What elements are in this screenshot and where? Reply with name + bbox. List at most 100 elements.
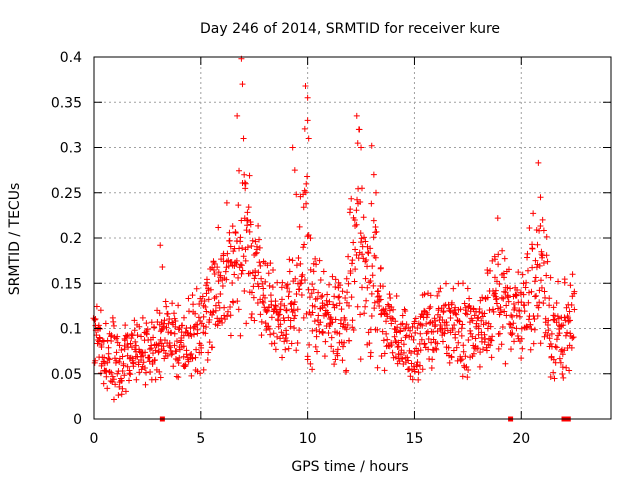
data-point	[106, 368, 113, 375]
data-point	[272, 303, 279, 310]
data-point	[314, 295, 321, 302]
x-tick-label: 0	[90, 431, 99, 447]
data-point	[150, 323, 157, 330]
data-point	[520, 280, 527, 287]
data-point	[249, 237, 256, 244]
data-point	[518, 335, 525, 342]
data-point	[290, 307, 297, 314]
data-point	[293, 290, 300, 297]
data-point	[381, 367, 388, 374]
data-point	[121, 372, 128, 379]
data-point	[379, 328, 386, 335]
data-point	[175, 359, 182, 366]
data-point	[363, 256, 370, 263]
data-point	[352, 223, 359, 230]
y-tick-label: 0.4	[60, 50, 82, 66]
data-point	[304, 353, 311, 360]
data-point	[301, 125, 308, 132]
data-point	[331, 293, 338, 300]
data-point	[134, 332, 141, 339]
data-point	[405, 357, 412, 364]
data-point	[282, 334, 289, 341]
data-point	[502, 360, 509, 367]
data-point	[234, 298, 241, 305]
data-point	[460, 280, 467, 287]
data-point	[552, 359, 559, 366]
data-point	[250, 283, 257, 290]
data-point	[100, 338, 107, 345]
data-point	[388, 320, 395, 327]
data-point	[550, 304, 557, 311]
data-point	[278, 284, 285, 291]
data-point	[214, 264, 221, 271]
data-point	[478, 334, 485, 341]
data-point	[252, 250, 259, 257]
data-point	[481, 331, 488, 338]
data-point	[509, 330, 516, 337]
data-point	[479, 294, 486, 301]
data-point	[373, 189, 379, 196]
data-point	[401, 306, 408, 313]
data-point	[307, 360, 314, 367]
data-point	[248, 289, 255, 296]
data-point	[372, 254, 379, 261]
data-point	[544, 258, 551, 265]
data-point	[421, 340, 428, 347]
data-point	[367, 349, 374, 356]
data-point	[448, 301, 455, 308]
data-point	[386, 307, 393, 314]
data-point	[462, 353, 469, 360]
data-point	[232, 229, 239, 236]
data-point	[548, 330, 555, 337]
data-point	[172, 323, 179, 330]
data-point	[142, 349, 149, 356]
plot-frame	[93, 56, 612, 420]
data-point	[106, 356, 113, 363]
data-point	[376, 302, 383, 309]
data-point	[412, 315, 419, 322]
data-point	[116, 358, 123, 365]
data-point	[203, 308, 210, 315]
data-point	[377, 296, 384, 303]
data-point	[188, 332, 195, 339]
data-point	[491, 274, 498, 281]
data-point	[467, 308, 474, 315]
data-point	[480, 346, 487, 353]
data-point	[423, 320, 430, 327]
data-point	[415, 376, 422, 383]
data-point	[487, 267, 494, 274]
data-point	[219, 282, 226, 289]
data-point	[166, 316, 173, 323]
data-point	[286, 288, 293, 295]
data-point	[394, 344, 401, 351]
data-point	[148, 319, 155, 326]
data-point	[311, 303, 318, 310]
data-point	[241, 287, 248, 294]
data-point	[419, 322, 426, 329]
data-point	[342, 369, 349, 376]
data-point	[226, 237, 233, 244]
data-point	[339, 357, 346, 364]
data-point	[295, 254, 302, 261]
data-point	[245, 204, 252, 211]
data-point	[259, 298, 266, 305]
data-point	[138, 333, 145, 340]
data-point	[487, 323, 494, 330]
data-point	[369, 263, 376, 270]
data-point	[283, 337, 290, 344]
data-point	[274, 333, 281, 340]
data-point	[270, 267, 277, 274]
data-point	[302, 189, 309, 196]
data-point	[266, 325, 273, 332]
data-point	[343, 299, 350, 306]
data-point	[499, 247, 506, 254]
data-point	[368, 313, 375, 320]
data-point	[296, 327, 303, 334]
data-point	[361, 310, 368, 317]
data-point	[210, 267, 217, 274]
data-point	[335, 294, 342, 301]
data-point	[241, 179, 248, 186]
data-point	[263, 326, 270, 333]
data-point	[344, 289, 351, 296]
data-point	[431, 323, 438, 330]
